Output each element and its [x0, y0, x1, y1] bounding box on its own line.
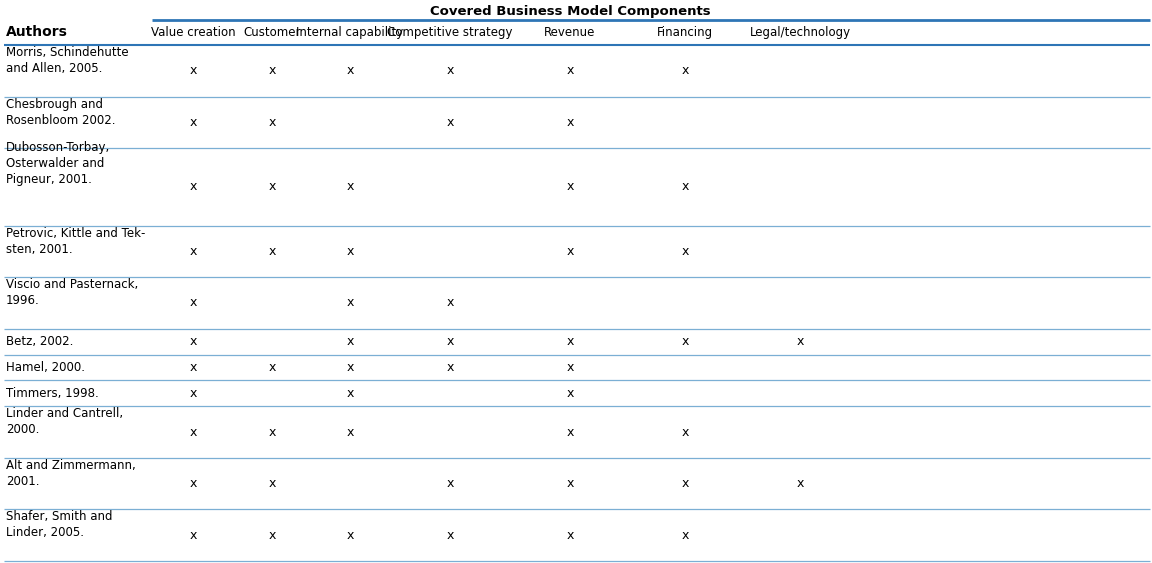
Text: x: x — [347, 361, 354, 374]
Text: x: x — [567, 361, 574, 374]
Text: x: x — [268, 477, 276, 490]
Text: x: x — [681, 426, 689, 439]
Text: x: x — [567, 477, 574, 490]
Text: Authors: Authors — [6, 25, 68, 39]
Text: x: x — [347, 180, 354, 194]
Text: Internal capability: Internal capability — [296, 26, 403, 39]
Text: x: x — [190, 64, 197, 77]
Text: x: x — [347, 64, 354, 77]
Text: x: x — [567, 64, 574, 77]
Text: x: x — [190, 245, 197, 258]
Text: x: x — [567, 116, 574, 129]
Text: x: x — [681, 180, 689, 194]
Text: x: x — [190, 529, 197, 542]
Text: x: x — [446, 477, 454, 490]
Text: x: x — [446, 297, 454, 310]
Text: x: x — [268, 361, 276, 374]
Text: x: x — [796, 477, 804, 490]
Text: x: x — [567, 426, 574, 439]
Text: x: x — [446, 529, 454, 542]
Text: x: x — [681, 477, 689, 490]
Text: x: x — [446, 64, 454, 77]
Text: Betz, 2002.: Betz, 2002. — [6, 335, 74, 348]
Text: x: x — [347, 245, 354, 258]
Text: Timmers, 1998.: Timmers, 1998. — [6, 387, 99, 400]
Text: x: x — [567, 335, 574, 348]
Text: x: x — [681, 245, 689, 258]
Text: Linder and Cantrell,
2000.: Linder and Cantrell, 2000. — [6, 407, 123, 436]
Text: x: x — [347, 335, 354, 348]
Text: x: x — [681, 335, 689, 348]
Text: Alt and Zimmermann,
2001.: Alt and Zimmermann, 2001. — [6, 459, 136, 488]
Text: x: x — [567, 245, 574, 258]
Text: x: x — [681, 64, 689, 77]
Text: x: x — [190, 361, 197, 374]
Text: Customer: Customer — [244, 26, 302, 39]
Text: Revenue: Revenue — [544, 26, 596, 39]
Text: x: x — [347, 426, 354, 439]
Text: x: x — [190, 387, 197, 400]
Text: x: x — [268, 529, 276, 542]
Text: x: x — [190, 180, 197, 194]
Text: Morris, Schindehutte
and Allen, 2005.: Morris, Schindehutte and Allen, 2005. — [6, 46, 129, 75]
Text: x: x — [268, 245, 276, 258]
Text: x: x — [446, 361, 454, 374]
Text: x: x — [446, 335, 454, 348]
Text: Legal/technology: Legal/technology — [750, 26, 850, 39]
Text: x: x — [190, 297, 197, 310]
Text: x: x — [190, 426, 197, 439]
Text: x: x — [268, 180, 276, 194]
Text: x: x — [567, 387, 574, 400]
Text: x: x — [567, 180, 574, 194]
Text: x: x — [446, 116, 454, 129]
Text: x: x — [567, 529, 574, 542]
Text: Competitive strategy: Competitive strategy — [387, 26, 513, 39]
Text: x: x — [268, 64, 276, 77]
Text: Dubosson-Torbay,
Osterwalder and
Pigneur, 2001.: Dubosson-Torbay, Osterwalder and Pigneur… — [6, 141, 111, 186]
Text: Chesbrough and
Rosenbloom 2002.: Chesbrough and Rosenbloom 2002. — [6, 97, 115, 127]
Text: Petrovic, Kittle and Tek-
sten, 2001.: Petrovic, Kittle and Tek- sten, 2001. — [6, 226, 145, 256]
Text: Shafer, Smith and
Linder, 2005.: Shafer, Smith and Linder, 2005. — [6, 511, 113, 539]
Text: x: x — [347, 387, 354, 400]
Text: x: x — [796, 335, 804, 348]
Text: x: x — [347, 297, 354, 310]
Text: Financing: Financing — [657, 26, 713, 39]
Text: x: x — [268, 426, 276, 439]
Text: x: x — [347, 529, 354, 542]
Text: Hamel, 2000.: Hamel, 2000. — [6, 361, 85, 374]
Text: x: x — [190, 335, 197, 348]
Text: Viscio and Pasternack,
1996.: Viscio and Pasternack, 1996. — [6, 278, 138, 307]
Text: x: x — [268, 116, 276, 129]
Text: Covered Business Model Components: Covered Business Model Components — [430, 6, 711, 19]
Text: Value creation: Value creation — [151, 26, 236, 39]
Text: x: x — [681, 529, 689, 542]
Text: x: x — [190, 116, 197, 129]
Text: x: x — [190, 477, 197, 490]
